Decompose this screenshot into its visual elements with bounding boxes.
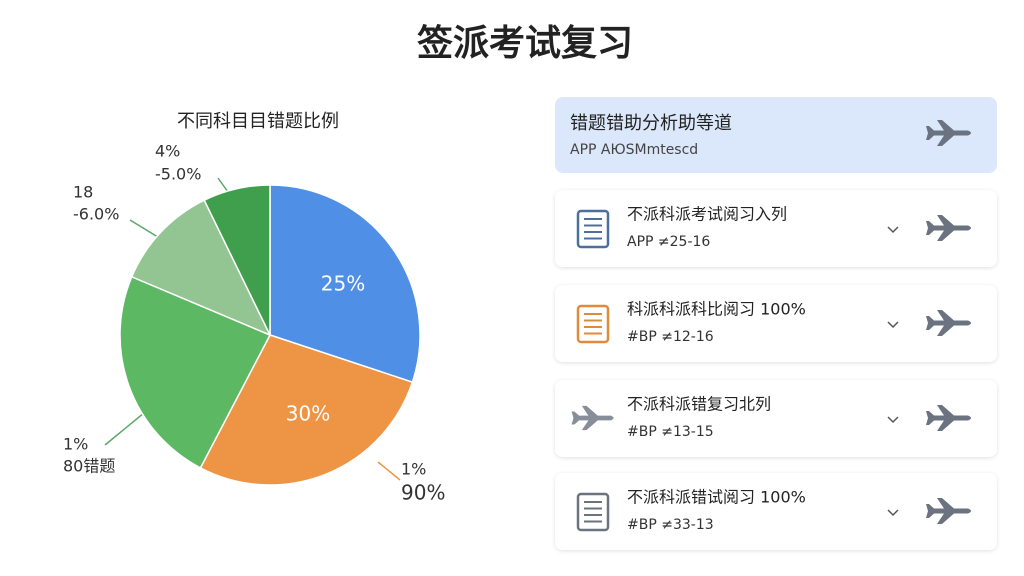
slice-label: 1% <box>63 435 88 454</box>
chevron <box>887 226 899 234</box>
doc-icon <box>576 492 610 532</box>
slice-label: 4% <box>155 142 180 161</box>
slice-label: 25% <box>321 272 365 296</box>
pie-slice <box>130 199 272 337</box>
chevron <box>887 416 899 424</box>
pie-slice <box>199 334 414 486</box>
card-bg <box>555 380 997 457</box>
card-subtitle: APP AЮSMmtescd <box>570 142 698 158</box>
doc-icon <box>576 209 610 249</box>
card-bg <box>555 473 997 550</box>
chart-title: 不同科目目错题比例 <box>177 111 339 132</box>
item-subtitle: #BP ≠33-13 <box>627 517 714 533</box>
list-item[interactable]: 科派科派科比阅习 100% #BP ≠12-16 <box>555 285 997 362</box>
card-bg <box>555 190 997 267</box>
slice-label: 30% <box>286 402 330 426</box>
leader-line <box>377 461 401 481</box>
list-item[interactable]: 不派科派错试阅习 100% #BP ≠33-13 <box>555 473 997 550</box>
item-title: 不派科派错复习北列 <box>627 395 771 414</box>
slice-label: -6.0% <box>73 205 119 224</box>
slice-label: 90% <box>401 481 445 505</box>
chevron <box>887 321 899 329</box>
list-item[interactable]: 不派科派考试阅习入列 APP ≠25-16 <box>555 190 997 267</box>
item-subtitle: #BP ≠12-16 <box>627 329 714 345</box>
pie-slice <box>269 184 421 384</box>
card-bg <box>555 285 997 362</box>
chevron <box>887 509 899 517</box>
item-title: 不派科派错试阅习 100% <box>627 488 806 507</box>
card-bg <box>555 97 997 173</box>
item-subtitle: #BP ≠13-15 <box>627 424 714 440</box>
slice-label: -5.0% <box>155 165 201 184</box>
item-title: 不派科派考试阅习入列 <box>627 205 787 224</box>
slice-label: 18 <box>73 183 93 202</box>
item-title: 科派科派科比阅习 100% <box>627 300 806 319</box>
list-item[interactable]: 不派科派错复习北列 #BP ≠13-15 <box>555 380 997 457</box>
slice-label: 80错题 <box>63 457 115 476</box>
slice-label: 1% <box>401 460 426 479</box>
pie-slice <box>119 275 272 469</box>
card-title: 错题错助分析助等道 <box>570 113 732 134</box>
header-card[interactable]: 错题错助分析助等道 APP AЮSMmtescd <box>555 97 997 173</box>
item-subtitle: APP ≠25-16 <box>627 234 710 250</box>
doc-icon <box>576 304 610 344</box>
pie-slice <box>203 184 271 336</box>
page-title: 签派考试复习 <box>417 23 633 64</box>
